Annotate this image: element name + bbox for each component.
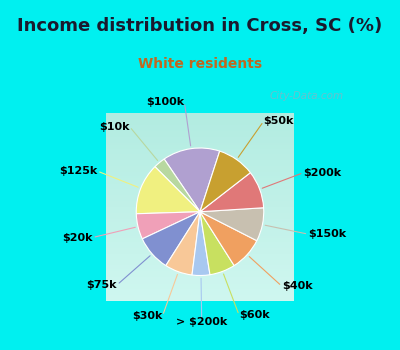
Text: $100k: $100k <box>146 97 184 107</box>
Text: $20k: $20k <box>62 232 92 243</box>
Wedge shape <box>200 212 257 266</box>
Wedge shape <box>164 148 220 212</box>
Text: $200k: $200k <box>304 168 342 178</box>
Text: $75k: $75k <box>86 280 117 290</box>
Text: $30k: $30k <box>132 311 162 321</box>
Text: City-Data.com: City-Data.com <box>270 91 344 101</box>
Text: $10k: $10k <box>99 121 130 132</box>
Wedge shape <box>142 212 200 266</box>
Text: $50k: $50k <box>264 116 294 126</box>
Wedge shape <box>192 212 210 275</box>
Text: $60k: $60k <box>239 310 270 320</box>
Text: Income distribution in Cross, SC (%): Income distribution in Cross, SC (%) <box>17 17 383 35</box>
Text: $150k: $150k <box>308 229 346 239</box>
Wedge shape <box>166 212 200 275</box>
Wedge shape <box>200 208 264 241</box>
Wedge shape <box>136 212 200 239</box>
Text: > $200k: > $200k <box>176 317 227 327</box>
Text: White residents: White residents <box>138 57 262 71</box>
Wedge shape <box>200 151 250 212</box>
Wedge shape <box>200 173 264 212</box>
Wedge shape <box>200 212 234 275</box>
Text: $125k: $125k <box>59 166 97 176</box>
Wedge shape <box>136 167 200 214</box>
Text: $40k: $40k <box>282 281 312 291</box>
Wedge shape <box>155 159 200 212</box>
